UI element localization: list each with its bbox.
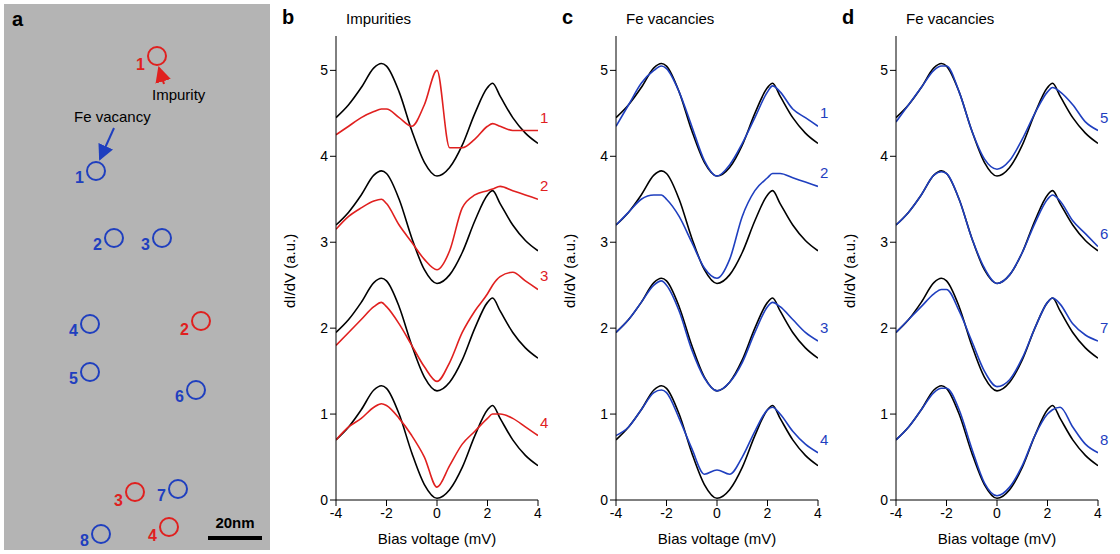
svg-text:a: a <box>12 8 24 30</box>
svg-text:0: 0 <box>993 505 1001 521</box>
svg-text:Fe vacancy: Fe vacancy <box>74 108 151 125</box>
svg-text:5: 5 <box>880 62 888 78</box>
svg-text:4: 4 <box>69 322 78 339</box>
svg-text:4: 4 <box>814 505 822 521</box>
svg-text:4: 4 <box>148 527 157 544</box>
svg-text:3: 3 <box>540 267 548 284</box>
svg-text:2: 2 <box>484 505 492 521</box>
svg-text:1: 1 <box>320 406 328 422</box>
svg-text:4: 4 <box>534 505 542 521</box>
svg-text:-4: -4 <box>330 505 343 521</box>
svg-text:5: 5 <box>600 62 608 78</box>
svg-text:dI/dV (a.u.): dI/dV (a.u.) <box>281 234 298 308</box>
svg-text:3: 3 <box>820 319 828 336</box>
svg-text:2: 2 <box>93 236 102 253</box>
svg-text:3: 3 <box>141 236 150 253</box>
svg-text:2: 2 <box>320 320 328 336</box>
svg-text:2: 2 <box>820 164 828 181</box>
svg-text:6: 6 <box>1100 225 1108 242</box>
svg-text:4: 4 <box>320 148 328 164</box>
svg-text:5: 5 <box>320 62 328 78</box>
svg-text:4: 4 <box>880 148 888 164</box>
svg-text:0: 0 <box>880 492 888 508</box>
svg-text:Bias voltage (mV): Bias voltage (mV) <box>938 530 1056 547</box>
svg-text:7: 7 <box>1100 319 1108 336</box>
html-text:b: b <box>282 6 295 28</box>
svg-text:-4: -4 <box>610 505 623 521</box>
svg-text:dI/dV (a.u.): dI/dV (a.u.) <box>841 234 858 308</box>
svg-text:1: 1 <box>75 169 84 186</box>
svg-text:6: 6 <box>175 388 184 405</box>
svg-text:-4: -4 <box>890 505 903 521</box>
svg-text:1: 1 <box>540 109 548 126</box>
svg-text:2: 2 <box>600 320 608 336</box>
svg-text:2: 2 <box>880 320 888 336</box>
svg-text:1: 1 <box>880 406 888 422</box>
html-text:Fe vacancies: Fe vacancies <box>906 10 995 27</box>
svg-text:3: 3 <box>320 234 328 250</box>
svg-text:3: 3 <box>600 234 608 250</box>
svg-text:0: 0 <box>433 505 441 521</box>
svg-text:Bias voltage (mV): Bias voltage (mV) <box>378 530 496 547</box>
svg-text:0: 0 <box>713 505 721 521</box>
svg-text:-2: -2 <box>940 505 953 521</box>
svg-text:2: 2 <box>1044 505 1052 521</box>
svg-text:5: 5 <box>1100 109 1108 126</box>
svg-text:7: 7 <box>157 487 166 504</box>
svg-text:3: 3 <box>114 492 123 509</box>
svg-text:dI/dV (a.u.): dI/dV (a.u.) <box>561 234 578 308</box>
svg-text:4: 4 <box>600 148 608 164</box>
svg-text:2: 2 <box>764 505 772 521</box>
svg-text:0: 0 <box>600 492 608 508</box>
html-text:c: c <box>562 6 574 28</box>
svg-text:0: 0 <box>320 492 328 508</box>
svg-text:Impurity: Impurity <box>152 86 206 103</box>
svg-text:8: 8 <box>80 532 89 549</box>
svg-text:-2: -2 <box>660 505 673 521</box>
svg-text:1: 1 <box>600 406 608 422</box>
svg-text:1: 1 <box>820 104 828 121</box>
svg-text:4: 4 <box>540 414 548 431</box>
svg-text:2: 2 <box>540 177 548 194</box>
svg-text:3: 3 <box>880 234 888 250</box>
svg-text:8: 8 <box>1100 431 1108 448</box>
html-text:Impurities: Impurities <box>346 10 411 27</box>
html-text:d: d <box>842 6 855 28</box>
svg-text:20nm: 20nm <box>215 514 254 531</box>
svg-text:5: 5 <box>69 370 78 387</box>
svg-text:1: 1 <box>136 56 145 73</box>
svg-text:4: 4 <box>820 431 828 448</box>
svg-text:4: 4 <box>1094 505 1102 521</box>
html-text:Fe vacancies: Fe vacancies <box>626 10 715 27</box>
svg-text:2: 2 <box>180 321 189 338</box>
svg-text:-2: -2 <box>380 505 393 521</box>
svg-text:Bias voltage (mV): Bias voltage (mV) <box>658 530 776 547</box>
